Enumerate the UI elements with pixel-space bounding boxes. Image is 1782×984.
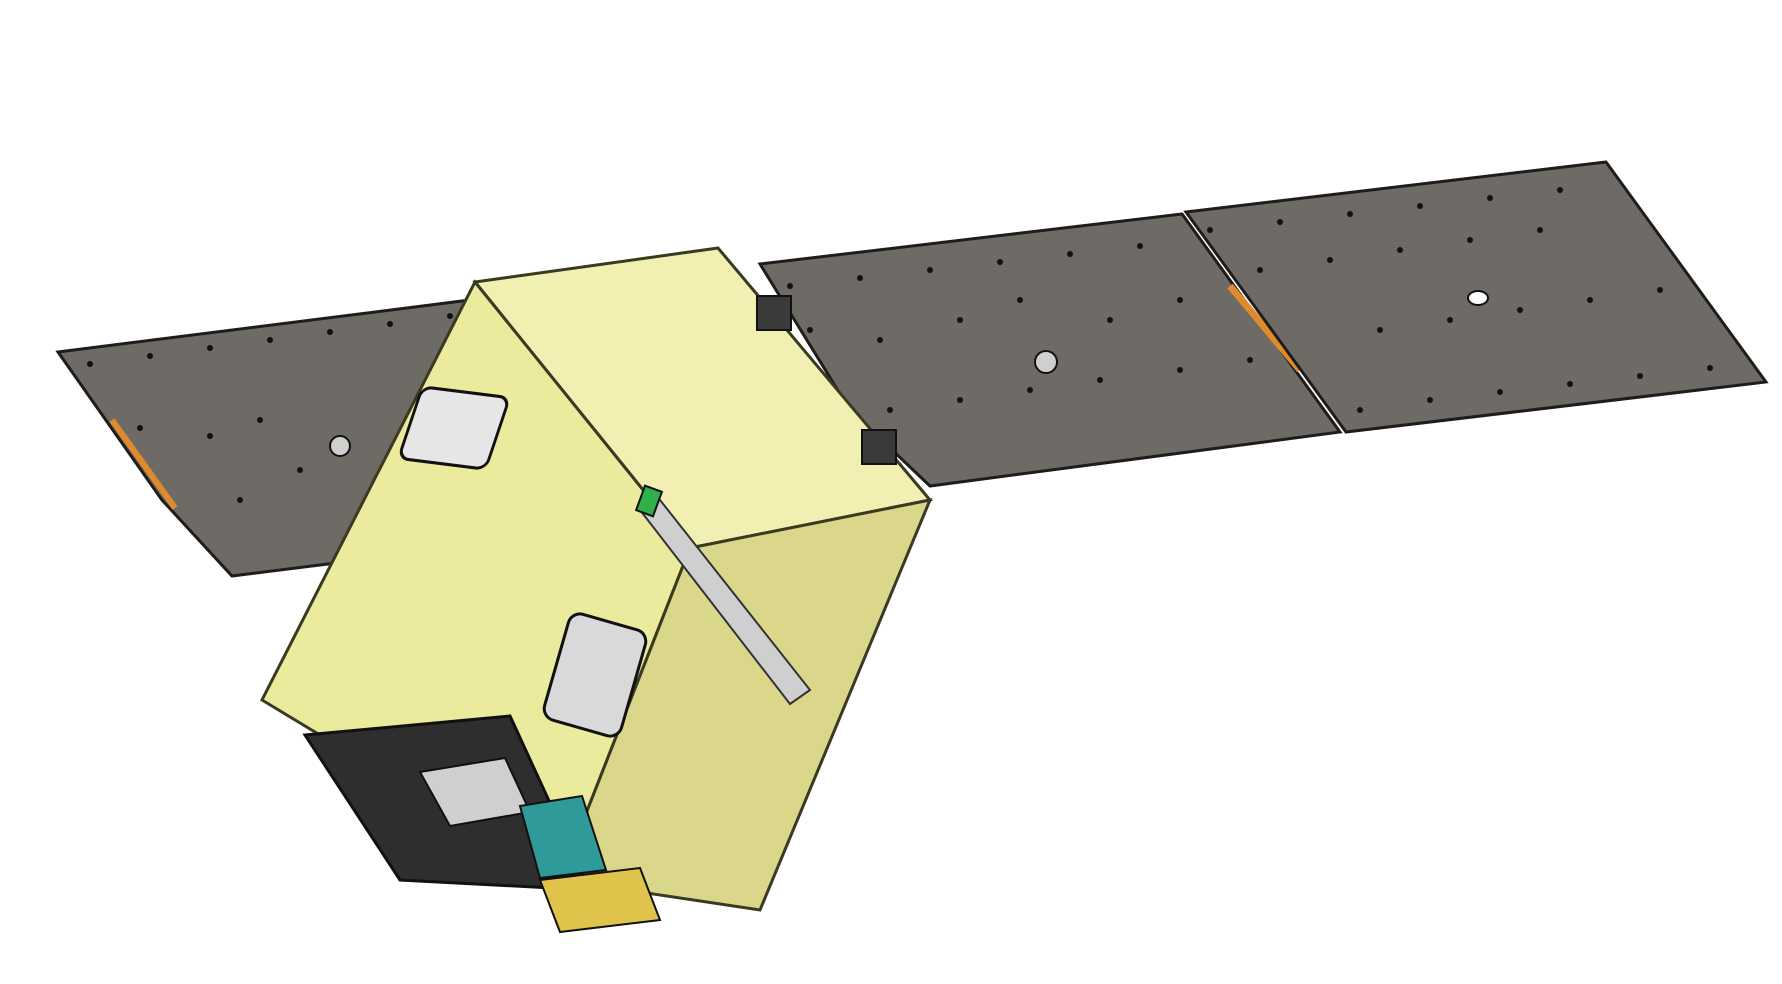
fastener [1357,407,1363,413]
fastener [1177,297,1183,303]
fastener [1517,307,1523,313]
panel-port-right-outer [1467,290,1489,306]
fastener [1067,251,1073,257]
hinge-bracket-1 [756,295,792,331]
fastener [1587,297,1593,303]
fastener [387,321,393,327]
fastener [327,329,333,335]
connector-green [634,484,664,518]
fastener [147,353,153,359]
fastener [1107,317,1113,323]
hinge-strip-right [1227,283,1303,373]
fastener [877,337,883,343]
fastener [207,345,213,351]
fastener [1537,227,1543,233]
access-window-top [399,386,509,470]
panel-sensor-left [329,435,351,457]
fastener [267,337,273,343]
fastener [1327,257,1333,263]
payload-bay [302,714,662,934]
panel-sensor-right-inner [1034,350,1058,374]
fastener [1447,317,1453,323]
fastener [1017,297,1023,303]
fastener [957,317,963,323]
fastener [1347,211,1353,217]
fastener [237,497,243,503]
fastener [1567,381,1573,387]
fastener [137,425,143,431]
fastener [1657,287,1663,293]
fastener [1277,219,1283,225]
fastener [1707,365,1713,371]
hinge-bracket-2 [861,429,897,465]
fastener [787,283,793,289]
fastener [1207,227,1213,233]
fastener [1637,373,1643,379]
fastener [1487,195,1493,201]
fastener [447,313,453,319]
fastener [1397,247,1403,253]
fastener [257,417,263,423]
fastener [997,259,1003,265]
access-window-side [542,612,648,738]
fastener-dots [87,187,1713,503]
fastener [887,407,893,413]
fastener [1247,357,1253,363]
fastener [1257,267,1263,273]
fastener [207,433,213,439]
fastener [1557,187,1563,193]
fastener [807,327,813,333]
fastener [87,361,93,367]
hinge-strip-left [109,418,178,510]
solar-panel-right-outer [1183,160,1769,434]
fastener [1497,389,1503,395]
fastener [957,397,963,403]
bus-right-face [557,497,933,912]
fastener [1137,243,1143,249]
payload-teal-panel [518,794,608,880]
fastener [1177,367,1183,373]
fastener [1097,377,1103,383]
fastener [1427,397,1433,403]
fastener [857,275,863,281]
fastener [297,467,303,473]
fastener [1467,237,1473,243]
payload-port [538,866,662,934]
fastener [1417,203,1423,209]
fastener [927,267,933,273]
fastener [1377,327,1383,333]
fastener [1027,387,1033,393]
